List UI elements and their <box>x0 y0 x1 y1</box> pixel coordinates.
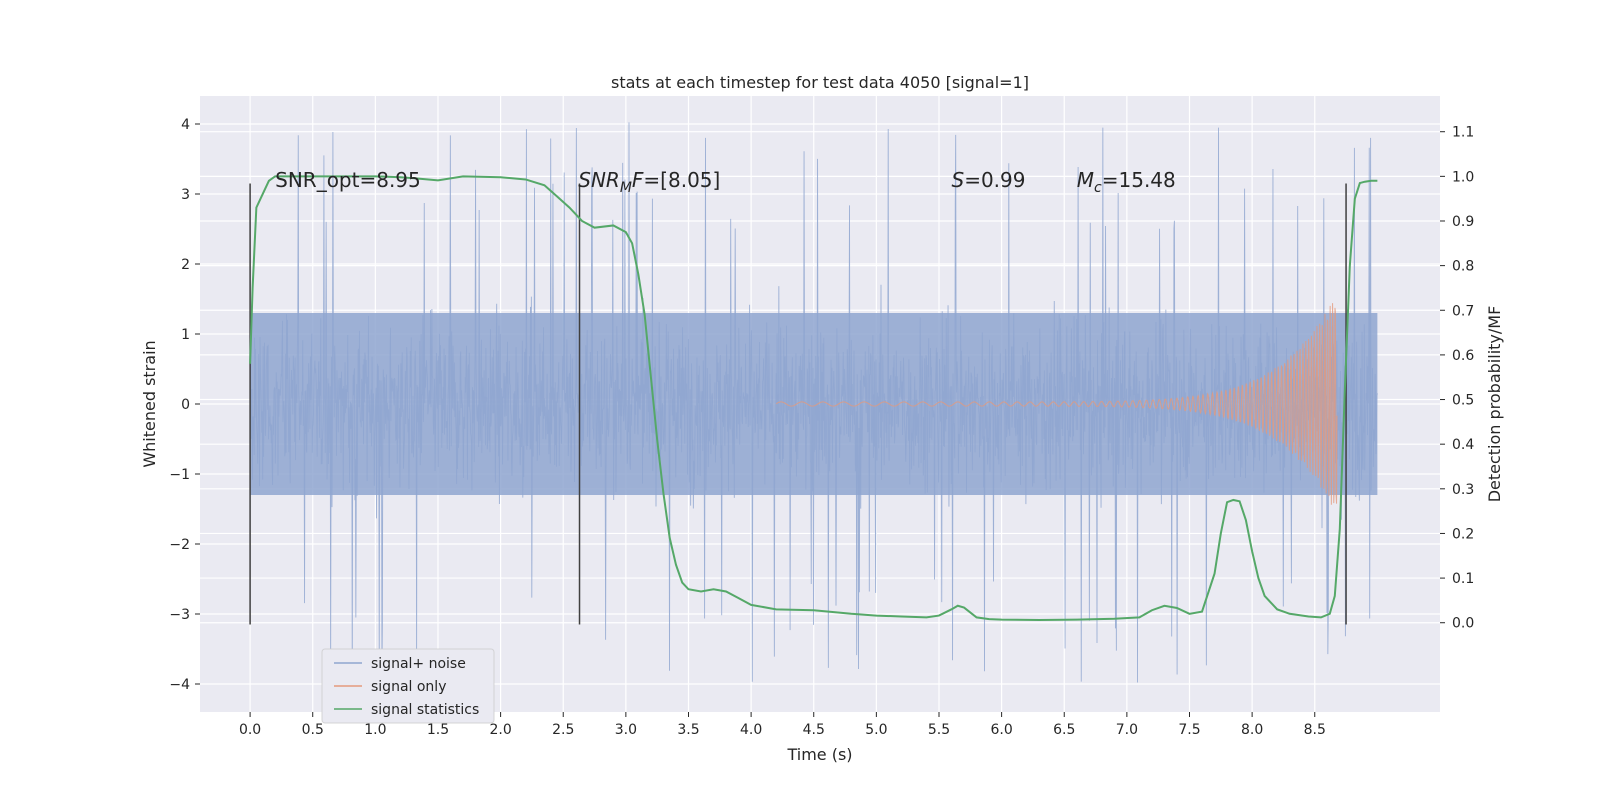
y2-tick-label: 0.3 <box>1452 482 1474 498</box>
y2-tick-label: 0.9 <box>1452 214 1474 230</box>
x-tick-label: 6.0 <box>990 722 1012 738</box>
x-tick-label: 5.0 <box>865 722 887 738</box>
legend-label-noise: signal+ noise <box>371 656 466 672</box>
y-tick-label: −4 <box>169 677 190 693</box>
y2-tick-label: 0.7 <box>1452 303 1474 319</box>
y-tick-label: 3 <box>181 187 190 203</box>
y-tick-label: 1 <box>181 327 190 343</box>
x-tick-label: 3.0 <box>615 722 637 738</box>
x-tick-label: 8.5 <box>1304 722 1326 738</box>
y2-tick-label: 0.2 <box>1452 526 1474 542</box>
y2-tick-label: 1.1 <box>1452 125 1474 141</box>
x-tick-label: 2.0 <box>489 722 511 738</box>
x-tick-label: 7.0 <box>1116 722 1138 738</box>
chart-title: stats at each timestep for test data 405… <box>611 73 1029 92</box>
x-tick-label: 8.0 <box>1241 722 1263 738</box>
x-tick-label: 4.5 <box>803 722 825 738</box>
x-tick-label: 2.5 <box>552 722 574 738</box>
y-tick-label: 0 <box>181 397 190 413</box>
annotation: SNRMF=[8.05] <box>578 168 720 196</box>
annotation: Mc=15.48 <box>1077 168 1176 196</box>
y-axis-label: Whitened strain <box>140 340 159 467</box>
noise-core <box>250 313 1378 495</box>
y-tick-label: 4 <box>181 117 190 133</box>
y2-tick-label: 0.8 <box>1452 259 1474 275</box>
x-tick-label: 1.5 <box>427 722 449 738</box>
y2-tick-label: 0.1 <box>1452 571 1474 587</box>
x-axis: 0.0 0.5 1.0 1.5 2.0 2.5 3.0 3.5 4.0 4.5 5.0 5.5 6.0 6… <box>239 712 1326 738</box>
y-tick-label: 2 <box>181 257 190 273</box>
y2-tick-label: 0.5 <box>1452 393 1474 409</box>
y-axis-left: 4 3 2 1 0 −1 −2 −3 −4 <box>169 117 200 693</box>
stats-line <box>249 175 1378 622</box>
legend: signal+ noise signal only signal statist… <box>321 648 495 724</box>
stats-series <box>249 175 1378 622</box>
y2-tick-label: 0.4 <box>1452 437 1474 453</box>
legend-box <box>321 648 495 724</box>
vertical-lines <box>249 183 1347 625</box>
y-tick-label: −2 <box>169 537 190 553</box>
x-tick-label: 1.0 <box>364 722 386 738</box>
x-tick-label: 3.5 <box>677 722 699 738</box>
y2-tick-label: 1.0 <box>1452 169 1474 185</box>
y2-tick-label: 0.0 <box>1452 616 1474 632</box>
y2-axis-label: Detection probability/MF <box>1485 306 1504 503</box>
x-tick-label: 6.5 <box>1053 722 1075 738</box>
y-axis-right: 1.1 1.0 0.9 0.8 0.7 0.6 0.5 0.4 0.3 0.2 0.1 0.0 <box>1440 125 1474 632</box>
x-tick-label: 0.5 <box>302 722 324 738</box>
annotation: S=0.99 <box>952 168 1026 192</box>
x-tick-label: 5.5 <box>928 722 950 738</box>
legend-label-signal: signal only <box>371 679 446 695</box>
annotation: SNR_opt=8.95 <box>275 168 421 192</box>
y2-tick-label: 0.6 <box>1452 348 1474 364</box>
signal-series <box>775 303 1338 505</box>
x-tick-label: 0.0 <box>239 722 261 738</box>
y-tick-label: −3 <box>169 607 190 623</box>
x-tick-label: 7.5 <box>1178 722 1200 738</box>
signal-trace <box>775 303 1338 505</box>
annotations: SNR_opt=8.95 SNRMF=[8.05] S=0.99 Mc=15.48 <box>275 168 1176 196</box>
x-tick-label: 4.0 <box>740 722 762 738</box>
legend-label-stats: signal statistics <box>371 702 479 718</box>
y-tick-label: −1 <box>169 467 190 483</box>
x-axis-label: Time (s) <box>786 745 852 764</box>
